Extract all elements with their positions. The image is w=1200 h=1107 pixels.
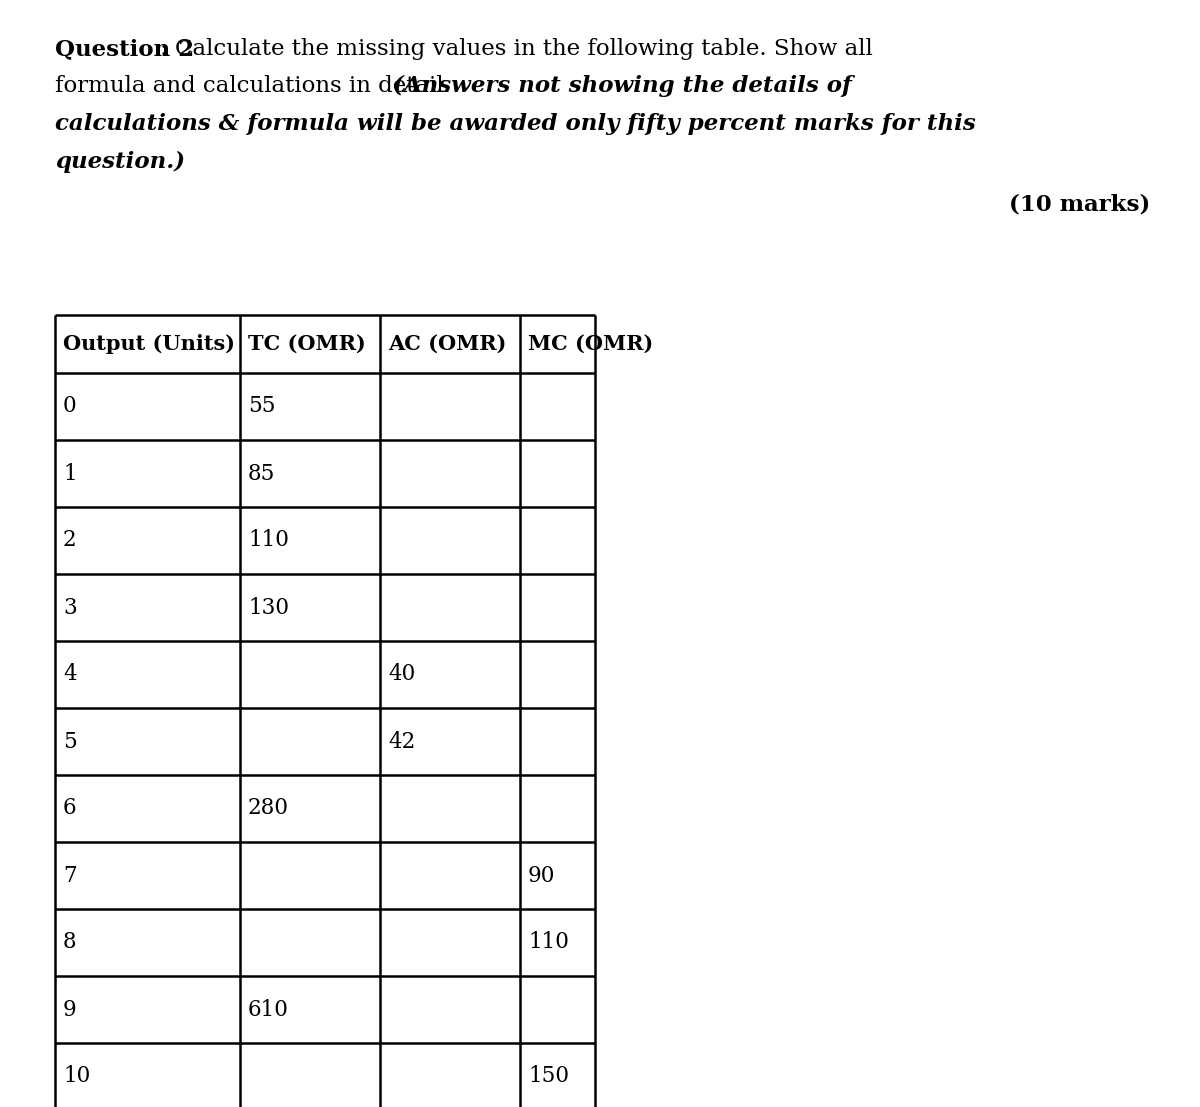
Text: question.): question.) bbox=[55, 151, 185, 173]
Text: calculations & formula will be awarded only fifty percent marks for this: calculations & formula will be awarded o… bbox=[55, 113, 976, 135]
Text: 2: 2 bbox=[64, 529, 77, 551]
Text: 7: 7 bbox=[64, 865, 77, 887]
Text: 110: 110 bbox=[528, 931, 569, 953]
Text: 10: 10 bbox=[64, 1066, 90, 1087]
Text: TC (OMR): TC (OMR) bbox=[248, 334, 366, 354]
Text: 8: 8 bbox=[64, 931, 77, 953]
Text: 55: 55 bbox=[248, 395, 276, 417]
Text: 150: 150 bbox=[528, 1066, 569, 1087]
Text: formula and calculations in detail.: formula and calculations in detail. bbox=[55, 75, 458, 97]
Text: 130: 130 bbox=[248, 597, 289, 619]
Text: 42: 42 bbox=[388, 731, 415, 753]
Text: (10 marks): (10 marks) bbox=[1009, 193, 1150, 215]
Text: 9: 9 bbox=[64, 999, 77, 1021]
Text: 6: 6 bbox=[64, 797, 77, 819]
Text: Output (Units): Output (Units) bbox=[64, 334, 235, 354]
Text: 5: 5 bbox=[64, 731, 77, 753]
Text: 110: 110 bbox=[248, 529, 289, 551]
Text: AC (OMR): AC (OMR) bbox=[388, 334, 506, 354]
Text: 610: 610 bbox=[248, 999, 289, 1021]
Text: 90: 90 bbox=[528, 865, 556, 887]
Text: 3: 3 bbox=[64, 597, 77, 619]
Text: : Calculate the missing values in the following table. Show all: : Calculate the missing values in the fo… bbox=[160, 38, 872, 60]
Text: Question 2: Question 2 bbox=[55, 38, 194, 60]
Text: 1: 1 bbox=[64, 463, 77, 485]
Text: 0: 0 bbox=[64, 395, 77, 417]
Text: (Answers not showing the details of: (Answers not showing the details of bbox=[394, 75, 852, 97]
Text: 85: 85 bbox=[248, 463, 275, 485]
Text: 40: 40 bbox=[388, 663, 415, 685]
Text: 280: 280 bbox=[248, 797, 289, 819]
Text: MC (OMR): MC (OMR) bbox=[528, 334, 653, 354]
Text: 4: 4 bbox=[64, 663, 77, 685]
